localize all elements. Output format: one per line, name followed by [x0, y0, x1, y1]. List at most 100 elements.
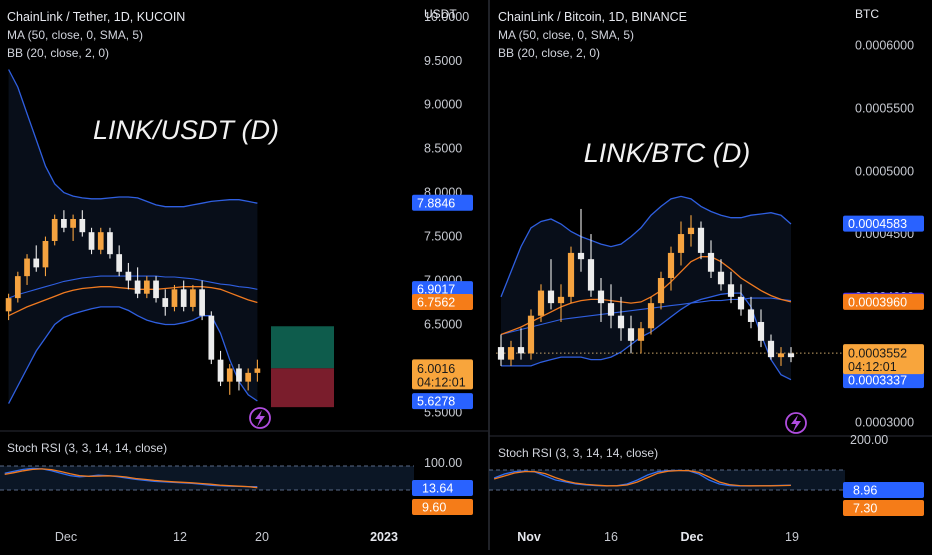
candle[interactable] — [557, 284, 565, 322]
candle-body[interactable] — [607, 303, 615, 316]
candle-body[interactable] — [14, 276, 21, 299]
candle-body[interactable] — [143, 280, 150, 294]
candle[interactable] — [153, 276, 159, 303]
candle[interactable] — [254, 359, 261, 382]
candle[interactable] — [143, 276, 150, 299]
candle[interactable] — [577, 208, 585, 272]
candle[interactable] — [707, 240, 715, 279]
candle-body[interactable] — [787, 353, 795, 358]
candle[interactable] — [507, 340, 515, 366]
candle[interactable] — [61, 210, 67, 233]
candle[interactable] — [527, 309, 535, 360]
candle[interactable] — [51, 214, 58, 246]
candle-body[interactable] — [767, 340, 775, 358]
candle-body[interactable] — [517, 347, 525, 354]
candle-body[interactable] — [627, 328, 635, 341]
candle[interactable] — [199, 280, 205, 321]
candle[interactable] — [180, 280, 187, 312]
candle-body[interactable] — [597, 290, 605, 304]
candle[interactable] — [767, 334, 775, 360]
candle-body[interactable] — [171, 289, 178, 307]
candle-body[interactable] — [33, 258, 40, 268]
candle-body[interactable] — [727, 284, 735, 297]
candle[interactable] — [757, 309, 765, 348]
candle[interactable] — [88, 227, 95, 255]
candle-body[interactable] — [5, 298, 12, 312]
candle[interactable] — [737, 284, 745, 316]
candle-body[interactable] — [687, 227, 695, 235]
candle[interactable] — [627, 315, 635, 354]
candle-body[interactable] — [162, 298, 169, 307]
candle[interactable] — [677, 221, 685, 266]
candle-body[interactable] — [697, 227, 705, 253]
candle-body[interactable] — [657, 278, 665, 304]
candle-body[interactable] — [79, 219, 86, 233]
candle[interactable] — [24, 254, 30, 285]
candle[interactable] — [537, 284, 545, 322]
candle[interactable] — [5, 293, 12, 321]
take-profit-zone[interactable] — [271, 326, 334, 369]
candle-body[interactable] — [42, 240, 49, 268]
candle[interactable] — [42, 236, 49, 277]
candle-body[interactable] — [217, 359, 224, 382]
candle[interactable] — [217, 350, 224, 387]
candle-body[interactable] — [677, 234, 685, 253]
candle-body[interactable] — [190, 289, 196, 307]
candle[interactable] — [617, 296, 625, 341]
candle[interactable] — [687, 215, 695, 247]
candle[interactable] — [245, 368, 252, 391]
candle[interactable] — [717, 259, 725, 291]
candle-body[interactable] — [180, 289, 187, 307]
candle-body[interactable] — [24, 258, 30, 277]
candle-body[interactable] — [527, 315, 535, 354]
candle-body[interactable] — [667, 252, 675, 279]
candle-body[interactable] — [88, 232, 95, 250]
candle-body[interactable] — [577, 252, 585, 260]
candle[interactable] — [116, 245, 123, 277]
candle-body[interactable] — [107, 232, 113, 255]
candle[interactable] — [125, 262, 132, 290]
candle[interactable] — [97, 227, 104, 255]
candle-body[interactable] — [747, 309, 755, 322]
candle[interactable] — [208, 311, 215, 365]
candle-body[interactable] — [125, 271, 132, 281]
candle[interactable] — [190, 284, 196, 312]
candle[interactable] — [567, 246, 575, 304]
candle[interactable] — [597, 278, 605, 322]
candle-body[interactable] — [199, 289, 205, 316]
candle[interactable] — [70, 214, 76, 241]
candle[interactable] — [637, 321, 645, 354]
candle-body[interactable] — [254, 368, 261, 373]
candle[interactable] — [134, 267, 141, 299]
candle-body[interactable] — [70, 219, 76, 228]
candle[interactable] — [107, 227, 113, 259]
candle[interactable] — [727, 271, 735, 304]
candle-body[interactable] — [737, 296, 745, 310]
candle[interactable] — [667, 246, 675, 291]
candle-body[interactable] — [567, 252, 575, 297]
candle-body[interactable] — [116, 254, 123, 272]
candle[interactable] — [747, 296, 755, 329]
link-usdt-chart[interactable]: ChainLink / Tether, 1D, KUCOIN MA (50, c… — [0, 7, 488, 544]
lightning-icon[interactable] — [785, 412, 807, 434]
time-axis[interactable]: Dec 12 20 2023 — [55, 530, 398, 544]
candle-body[interactable] — [757, 321, 765, 341]
stop-loss-zone[interactable] — [271, 368, 334, 408]
candle-body[interactable] — [236, 368, 242, 382]
candle[interactable] — [14, 271, 21, 303]
candle-body[interactable] — [245, 372, 252, 382]
candle[interactable] — [587, 234, 595, 297]
candle[interactable] — [787, 347, 795, 363]
candle[interactable] — [647, 296, 655, 335]
candle[interactable] — [517, 328, 525, 360]
candle-body[interactable] — [587, 259, 595, 291]
candle-body[interactable] — [61, 219, 67, 228]
candle-body[interactable] — [134, 280, 141, 294]
candle-body[interactable] — [497, 347, 505, 360]
time-axis[interactable]: Nov 16 Dec 19 — [517, 530, 799, 544]
candle-body[interactable] — [647, 303, 655, 329]
candle[interactable] — [79, 210, 86, 237]
candle[interactable] — [697, 221, 705, 260]
candle-body[interactable] — [557, 296, 565, 304]
candle-body[interactable] — [717, 271, 725, 285]
